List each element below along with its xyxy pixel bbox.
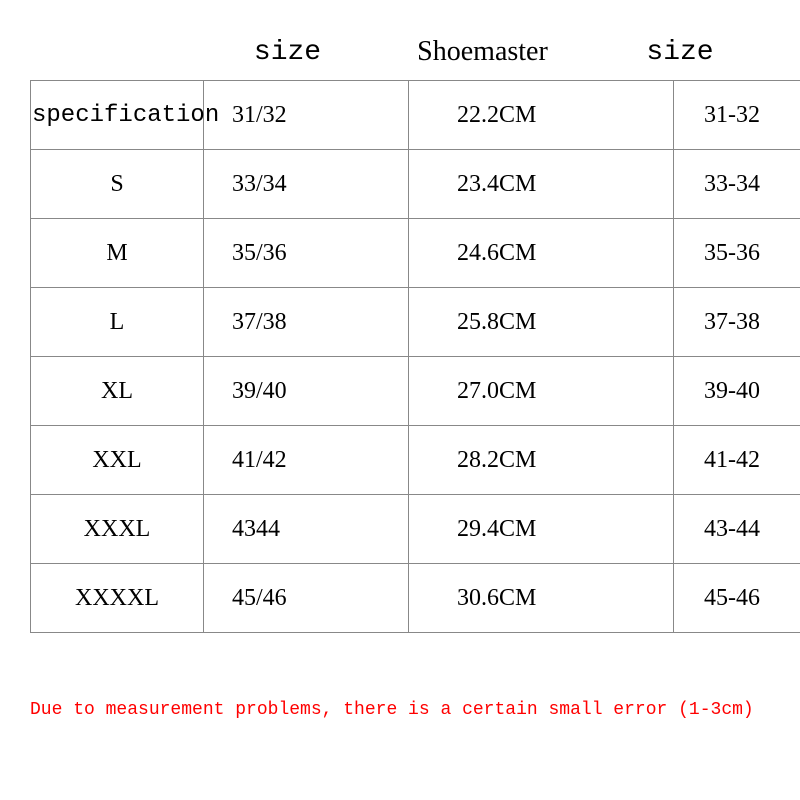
cell-size2: 45-46 <box>674 564 800 633</box>
cell-spec: S <box>31 150 204 219</box>
cell-shoemaster: 24.6CM <box>409 219 674 288</box>
cell-spec: XL <box>31 357 204 426</box>
cell-shoemaster: 25.8CM <box>409 288 674 357</box>
table-row: XXL 41/42 28.2CM 41-42 <box>31 426 800 495</box>
header-size-1: size <box>200 0 375 80</box>
cell-size1: 39/40 <box>204 357 409 426</box>
cell-shoemaster: 29.4CM <box>409 495 674 564</box>
table-row: L 37/38 25.8CM 37-38 <box>31 288 800 357</box>
cell-size2: 39-40 <box>674 357 800 426</box>
cell-size2: 31-32 <box>674 81 800 150</box>
cell-shoemaster: 23.4CM <box>409 150 674 219</box>
table-row: XXXXL 45/46 30.6CM 45-46 <box>31 564 800 633</box>
cell-spec: XXL <box>31 426 204 495</box>
cell-spec: XXXL <box>31 495 204 564</box>
cell-size1: 37/38 <box>204 288 409 357</box>
cell-size2: 43-44 <box>674 495 800 564</box>
cell-size2: 41-42 <box>674 426 800 495</box>
cell-size2: 35-36 <box>674 219 800 288</box>
table-row: XL 39/40 27.0CM 39-40 <box>31 357 800 426</box>
cell-spec: L <box>31 288 204 357</box>
measurement-footnote: Due to measurement problems, there is a … <box>30 700 770 720</box>
cell-size1: 35/36 <box>204 219 409 288</box>
table-row: S 33/34 23.4CM 33-34 <box>31 150 800 219</box>
cell-shoemaster: 30.6CM <box>409 564 674 633</box>
header-shoemaster: Shoemaster <box>375 0 590 80</box>
cell-size1: 33/34 <box>204 150 409 219</box>
table-row: M 35/36 24.6CM 35-36 <box>31 219 800 288</box>
cell-spec: specification <box>31 81 204 150</box>
table-header-row: size Shoemaster size <box>30 0 770 80</box>
cell-shoemaster: 22.2CM <box>409 81 674 150</box>
table-row: specification 31/32 22.2CM 31-32 <box>31 81 800 150</box>
cell-spec: M <box>31 219 204 288</box>
cell-shoemaster: 27.0CM <box>409 357 674 426</box>
cell-size2: 37-38 <box>674 288 800 357</box>
cell-size1: 31/32 <box>204 81 409 150</box>
cell-spec: XXXXL <box>31 564 204 633</box>
cell-size1: 41/42 <box>204 426 409 495</box>
cell-size1: 45/46 <box>204 564 409 633</box>
header-blank <box>30 0 200 80</box>
cell-shoemaster: 28.2CM <box>409 426 674 495</box>
cell-size2: 33-34 <box>674 150 800 219</box>
cell-size1: 4344 <box>204 495 409 564</box>
size-chart-container: size Shoemaster size specification 31/32… <box>30 0 770 633</box>
size-table: specification 31/32 22.2CM 31-32 S 33/34… <box>30 80 800 633</box>
header-size-2: size <box>590 0 770 80</box>
table-row: XXXL 4344 29.4CM 43-44 <box>31 495 800 564</box>
